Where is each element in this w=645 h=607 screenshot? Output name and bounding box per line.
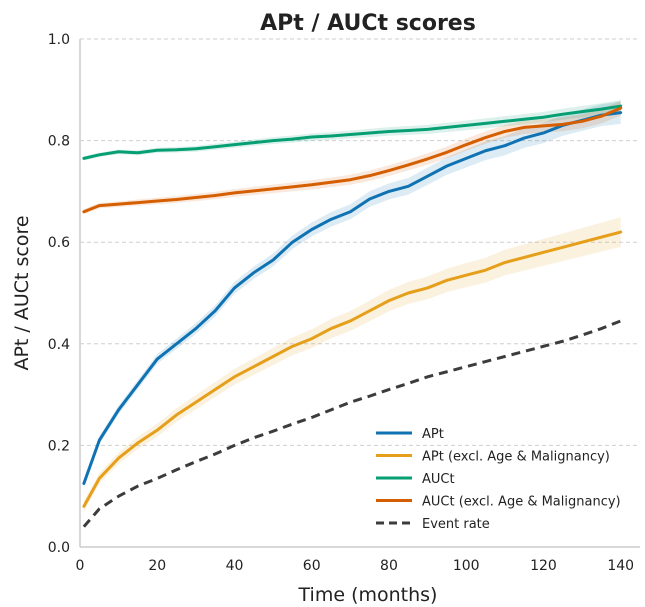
chart-title: APt / AUCt scores: [260, 11, 476, 36]
series-line-3: [82, 106, 623, 214]
series-line-1: [82, 230, 623, 508]
x-tick-label: 80: [380, 558, 398, 574]
x-axis-label: Time (months): [298, 584, 438, 606]
series-line-2: [82, 104, 623, 160]
y-tick-label: 0.4: [48, 337, 70, 353]
legend-label-2: AUCt: [422, 472, 455, 487]
legend-label-0: APt: [422, 427, 444, 442]
y-tick-label: 0.8: [48, 134, 70, 150]
x-tick-label: 100: [453, 558, 480, 574]
y-tick-label: 1.0: [48, 32, 70, 48]
x-tick-label: 0: [76, 558, 85, 574]
x-tick-label: 40: [226, 558, 244, 574]
x-ticks: 0 20 40 60 80 100 120 140: [76, 558, 635, 574]
y-axis-label: APt / AUCt score: [11, 215, 33, 370]
axes: [79, 39, 640, 548]
x-tick-label: 60: [303, 558, 321, 574]
legend-label-4: Event rate: [422, 517, 490, 532]
gridlines: [80, 38, 640, 446]
x-tick-label: 20: [148, 558, 166, 574]
series-band-1: [83, 217, 621, 512]
y-ticks: 0.0 0.2 0.4 0.6 0.8 1.0: [48, 32, 70, 556]
series-line-4: [82, 319, 622, 528]
y-tick-label: 0.2: [48, 438, 70, 454]
x-tick-label: 140: [607, 558, 634, 574]
legend: APt APt (excl. Age & Malignancy) AUCt AUCt …: [376, 427, 621, 532]
series-lines: [82, 104, 623, 528]
legend-label-3: AUCt (excl. Age & Malignancy): [422, 495, 621, 510]
y-tick-label: 0.6: [48, 235, 70, 251]
y-tick-label: 0.0: [48, 540, 70, 556]
series-line-0: [82, 111, 623, 485]
legend-label-1: APt (excl. Age & Malignancy): [422, 450, 610, 465]
x-tick-label: 120: [530, 558, 557, 574]
